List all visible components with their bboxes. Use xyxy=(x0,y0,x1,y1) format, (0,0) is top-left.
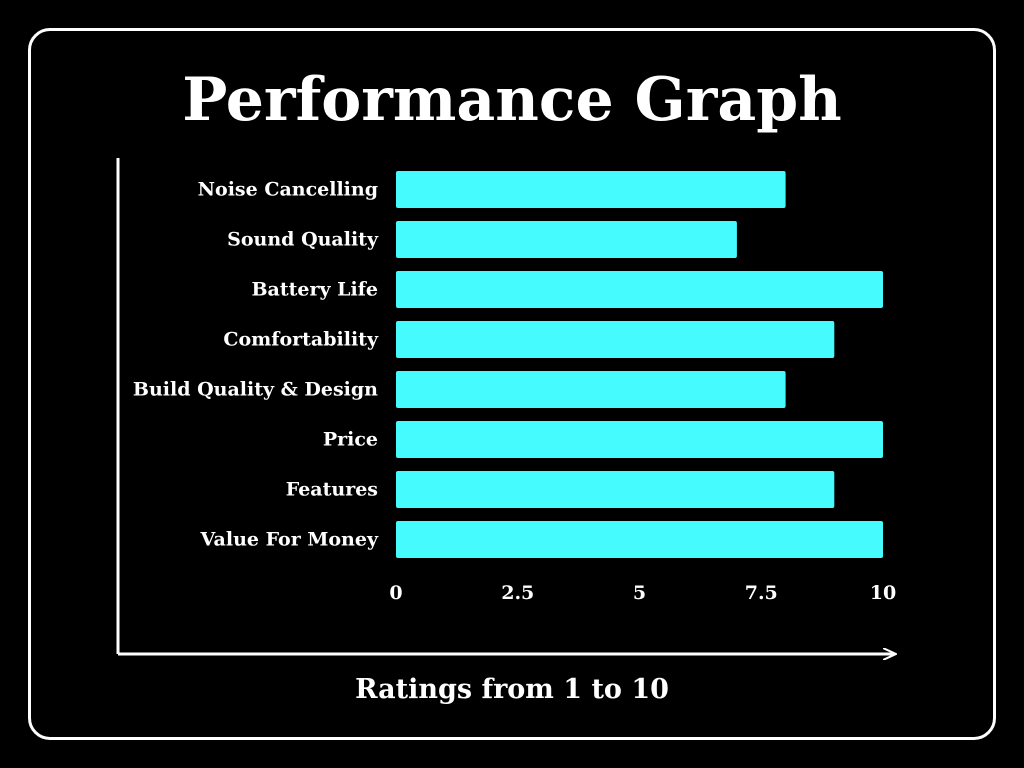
category-label-noise-cancelling: Noise Cancelling xyxy=(198,179,378,201)
category-label-features: Features xyxy=(286,479,378,501)
chart-title: Performance Graph xyxy=(182,65,842,135)
bar-features xyxy=(396,471,835,508)
x-tick-labels: 0 2.5 5 7.5 10 xyxy=(389,582,896,604)
category-label-build-quality-and-design: Build Quality & Design xyxy=(133,379,378,401)
category-label-value-for-money: Value For Money xyxy=(200,529,379,551)
category-label-battery-life: Battery Life xyxy=(251,279,378,301)
x-tick-label: 10 xyxy=(870,582,896,604)
chart-frame xyxy=(28,28,996,740)
category-label-sound-quality: Sound Quality xyxy=(227,229,379,251)
x-tick-label: 0 xyxy=(389,582,402,604)
x-axis-label: Ratings from 1 to 10 xyxy=(355,674,669,705)
category-label-price: Price xyxy=(323,429,378,451)
bars xyxy=(396,171,883,558)
bar-sound-quality xyxy=(396,221,737,258)
category-label-comfortability: Comfortability xyxy=(223,329,379,351)
x-tick-label: 2.5 xyxy=(501,582,534,604)
bar-comfortability xyxy=(396,321,835,358)
bar-price xyxy=(396,421,883,458)
x-tick-label: 7.5 xyxy=(745,582,778,604)
bar-noise-cancelling xyxy=(396,171,786,208)
x-tick-label: 5 xyxy=(633,582,646,604)
category-labels: Noise Cancelling Sound Quality Battery Lif… xyxy=(133,179,379,551)
bar-battery-life xyxy=(396,271,883,308)
bar-value-for-money xyxy=(396,521,883,558)
bar-build-quality-and-design xyxy=(396,371,786,408)
axes xyxy=(116,158,895,654)
